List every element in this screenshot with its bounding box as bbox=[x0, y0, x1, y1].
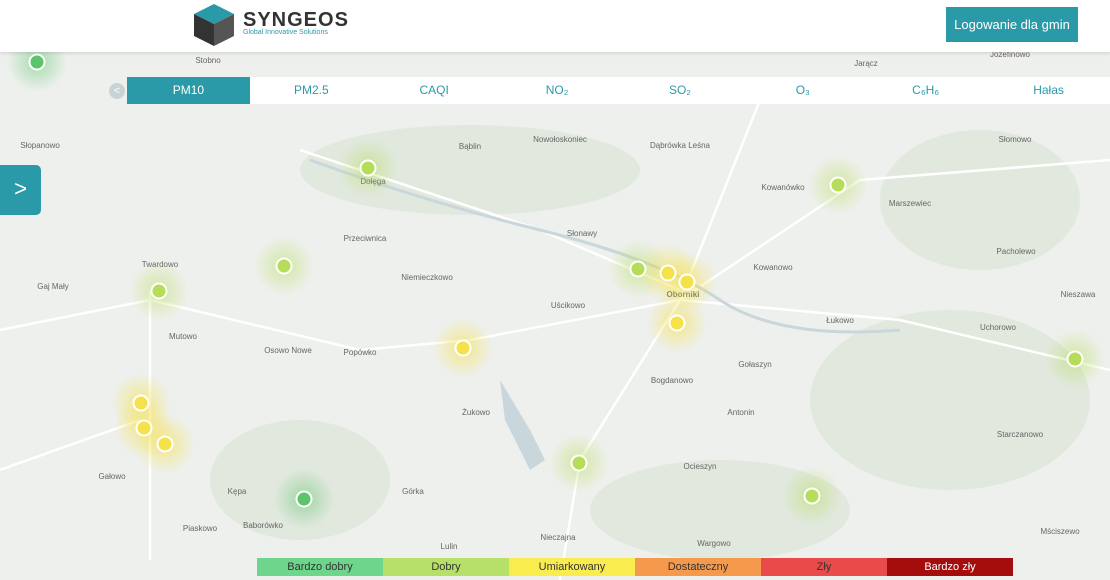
tab[interactable]: PM10 bbox=[127, 77, 250, 104]
place-label: Uścikowo bbox=[551, 301, 586, 310]
place-label: Bąblin bbox=[459, 142, 481, 151]
place-label: Piaskowo bbox=[183, 524, 218, 533]
place-label: Gołaszyn bbox=[738, 360, 771, 369]
place-label: Pacholewo bbox=[996, 247, 1036, 256]
station-marker[interactable] bbox=[132, 394, 150, 412]
logo-title: SYNGEOS bbox=[243, 9, 349, 31]
place-label: Stobno bbox=[195, 56, 221, 65]
place-label: Dąbrówka Leśna bbox=[650, 141, 711, 150]
station-marker[interactable] bbox=[359, 159, 377, 177]
place-label: Nieczajna bbox=[540, 533, 576, 542]
station-marker[interactable] bbox=[135, 419, 153, 437]
place-label: Bogdanowo bbox=[651, 376, 694, 385]
station-marker[interactable] bbox=[156, 435, 174, 453]
place-label: Antonin bbox=[727, 408, 754, 417]
legend-item: Bardzo zły bbox=[887, 558, 1013, 576]
station-marker[interactable] bbox=[570, 454, 588, 472]
station-marker[interactable] bbox=[668, 314, 686, 332]
legend-item: Zły bbox=[761, 558, 887, 576]
tab[interactable]: O₃ bbox=[795, 83, 810, 97]
legend-item: Umiarkowany bbox=[509, 558, 635, 576]
place-label: Słomowo bbox=[999, 135, 1032, 144]
header: SYNGEOS Global Innovative Solutions Logo… bbox=[0, 0, 1110, 52]
place-label: Słonawy bbox=[567, 229, 597, 238]
place-label: Osowo Nowe bbox=[264, 346, 312, 355]
logo-icon bbox=[194, 4, 234, 46]
tab[interactable]: SO₂ bbox=[668, 83, 691, 97]
station-marker[interactable] bbox=[629, 260, 647, 278]
logo-subtitle: Global Innovative Solutions bbox=[243, 29, 328, 36]
place-label: Gaj Mały bbox=[37, 282, 69, 291]
place-label: Niemieczkowo bbox=[401, 273, 453, 282]
station-marker[interactable] bbox=[829, 176, 847, 194]
station-marker[interactable] bbox=[803, 487, 821, 505]
station-marker[interactable] bbox=[275, 257, 293, 275]
tab[interactable]: C₆H₆ bbox=[912, 83, 940, 97]
station-marker[interactable] bbox=[295, 490, 313, 508]
tab[interactable]: PM2.5 bbox=[293, 83, 329, 97]
station-marker[interactable] bbox=[659, 264, 677, 282]
forest bbox=[210, 125, 1090, 560]
station-marker[interactable] bbox=[28, 53, 46, 71]
place-label: Żukowo bbox=[462, 408, 491, 417]
place-label: Nowołoskoniec bbox=[533, 135, 587, 144]
place-label: Kowanowo bbox=[753, 263, 793, 272]
legend-item: Dobry bbox=[383, 558, 509, 576]
place-label: Słopanowo bbox=[20, 141, 60, 150]
station-marker[interactable] bbox=[150, 282, 168, 300]
place-label: Józefinowo bbox=[990, 50, 1031, 59]
place-label: Jarącz bbox=[854, 59, 878, 68]
tab[interactable]: NO₂ bbox=[545, 83, 569, 97]
legend-item: Bardzo dobry bbox=[257, 558, 383, 576]
place-label: Nieszawa bbox=[1061, 290, 1096, 299]
place-label: Gałowo bbox=[98, 472, 126, 481]
place-label: Mutowo bbox=[169, 332, 198, 341]
station-marker[interactable] bbox=[454, 339, 472, 357]
legend: Bardzo dobry Dobry Umiarkowany Dostateczny Z… bbox=[257, 558, 1013, 576]
place-label: Marszewiec bbox=[889, 199, 931, 208]
tabs-prev[interactable]: < bbox=[109, 83, 125, 99]
place-label: Baborówko bbox=[243, 521, 284, 530]
place-label: Górka bbox=[402, 487, 424, 496]
pollutant-tabs: PM10 PM2.5 CAQI NO₂ SO₂ O₃ C₆H₆ Hałas bbox=[127, 77, 1110, 104]
place-label: Uchorowo bbox=[980, 323, 1017, 332]
side-panel-toggle[interactable]: > bbox=[0, 165, 41, 215]
place-label: Łukowo bbox=[826, 316, 854, 325]
place-label: Popówko bbox=[344, 348, 377, 357]
station-marker[interactable] bbox=[1066, 350, 1084, 368]
place-label: Mściszewo bbox=[1040, 527, 1080, 536]
place-label: Ocieszyn bbox=[684, 462, 717, 471]
place-label: Starczanowo bbox=[997, 430, 1044, 439]
place-label: Wargowo bbox=[697, 539, 731, 548]
station-marker[interactable] bbox=[678, 273, 696, 291]
place-label: Kowanówko bbox=[761, 183, 805, 192]
legend-item: Dostateczny bbox=[635, 558, 761, 576]
tab[interactable]: CAQI bbox=[419, 83, 449, 97]
tab[interactable]: Hałas bbox=[1033, 83, 1064, 97]
lake bbox=[500, 380, 545, 470]
place-label: Kępa bbox=[228, 487, 247, 496]
place-label: Lulin bbox=[441, 542, 458, 551]
login-button[interactable]: Logowanie dla gmin bbox=[946, 7, 1078, 42]
place-label: Przeciwnica bbox=[344, 234, 387, 243]
